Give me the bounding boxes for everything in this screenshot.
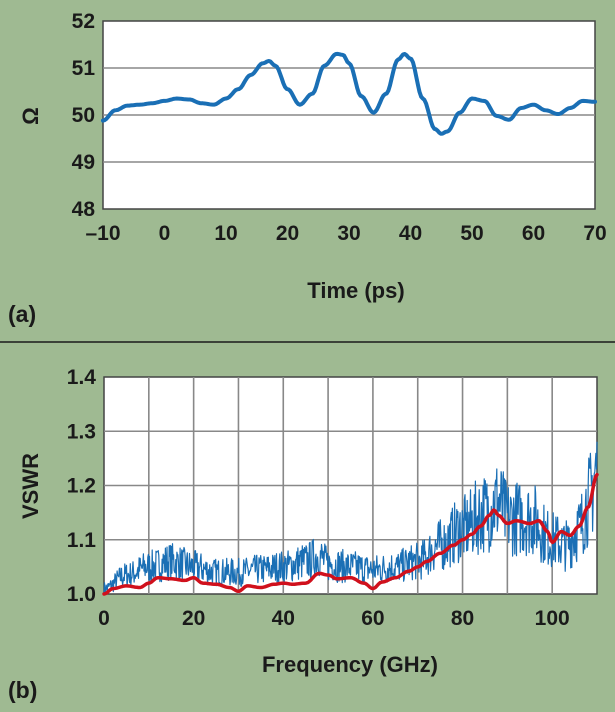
y-tick-label: 1.2 bbox=[67, 475, 96, 498]
x-tick-label: 80 bbox=[451, 607, 474, 630]
vswr-smoothed-line bbox=[102, 472, 599, 596]
x-tick-label: 20 bbox=[182, 607, 205, 630]
x-tick-label: 0 bbox=[98, 607, 110, 630]
y-axis-title-a: Ω bbox=[18, 107, 43, 125]
x-tick-label: 100 bbox=[535, 607, 570, 630]
x-axis-title-b: Frequency (GHz) bbox=[262, 652, 438, 677]
panel-label-b: (b) bbox=[8, 677, 37, 703]
y-ticks-b: 1.0 1.1 1.2 1.3 1.4 bbox=[67, 366, 97, 606]
y-tick-label: 1.0 bbox=[67, 583, 96, 606]
x-tick-label: 60 bbox=[522, 222, 545, 245]
x-tick-label: 70 bbox=[583, 222, 606, 245]
y-tick-label: 49 bbox=[72, 151, 95, 174]
y-tick-label: 1.4 bbox=[67, 366, 97, 389]
x-tick-label: 60 bbox=[361, 607, 384, 630]
y-tick-label: 51 bbox=[72, 57, 96, 80]
vswr-measured-line bbox=[103, 441, 598, 594]
chart-b: 0 20 40 60 80 100 1.0 1.1 1.2 1.3 1.4 Frequency (… bbox=[8, 366, 599, 703]
y-tick-label: 50 bbox=[72, 104, 95, 127]
x-ticks-a: –10 0 10 20 30 40 50 60 70 bbox=[85, 222, 606, 245]
x-tick-label: 10 bbox=[214, 222, 237, 245]
x-axis-title-a: Time (ps) bbox=[307, 278, 404, 303]
y-ticks-a: 48 49 50 51 52 bbox=[72, 10, 96, 221]
x-tick-label: 20 bbox=[276, 222, 299, 245]
x-tick-label: 40 bbox=[272, 607, 295, 630]
x-tick-label: 0 bbox=[159, 222, 171, 245]
y-tick-label: 1.3 bbox=[67, 420, 96, 443]
y-axis-title-b: VSWR bbox=[18, 453, 43, 519]
x-tick-label: 40 bbox=[399, 222, 422, 245]
x-tick-label: –10 bbox=[85, 222, 120, 245]
y-tick-label: 1.1 bbox=[67, 529, 97, 552]
impedance-line bbox=[101, 51, 597, 136]
panel-label-a: (a) bbox=[8, 301, 36, 327]
y-tick-label: 52 bbox=[72, 10, 95, 33]
x-ticks-b: 0 20 40 60 80 100 bbox=[98, 607, 570, 630]
x-tick-label: 50 bbox=[460, 222, 483, 245]
y-tick-label: 48 bbox=[72, 198, 96, 221]
x-tick-label: 30 bbox=[337, 222, 360, 245]
